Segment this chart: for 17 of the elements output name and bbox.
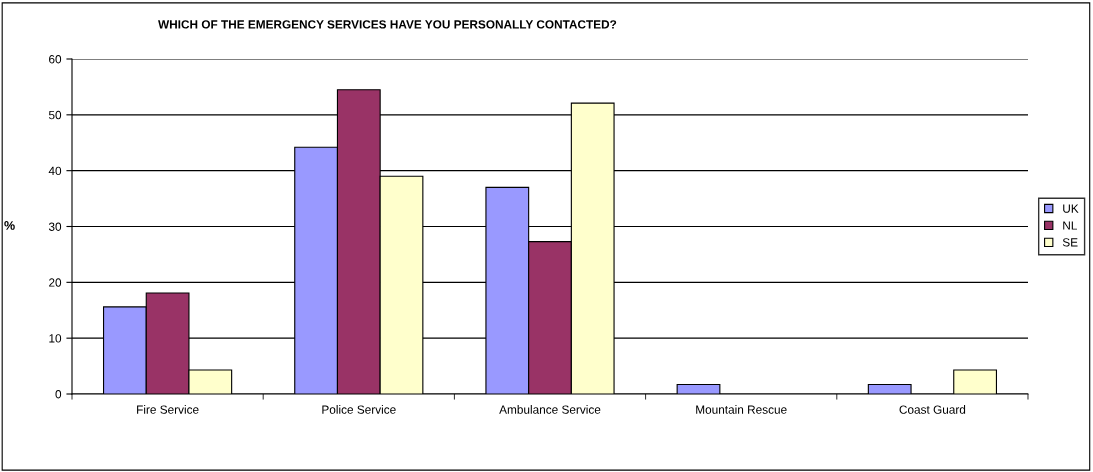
x-tick-label: Ambulance Service: [499, 405, 601, 414]
chart-title: WHICH OF THE EMERGENCY SERVICES HAVE YOU PERSONALLY CONTACTED?: [158, 20, 617, 29]
y-tick-label: 10: [49, 334, 62, 343]
y-tick-label: 0: [55, 390, 62, 399]
x-tick-label: Fire Service: [137, 405, 199, 414]
legend-label: NL: [1063, 221, 1077, 230]
y-tick-label: 40: [48, 166, 62, 176]
legend-label: UK: [1063, 204, 1079, 213]
x-tick-label: Mountain Rescue: [696, 405, 787, 414]
y-tick-label: 60: [49, 55, 62, 64]
y-axis-title: %: [4, 221, 15, 230]
x-tick-label: Police Service: [322, 405, 396, 414]
y-tick-label: 20: [49, 278, 62, 287]
x-tick-label: Coast Guard: [899, 405, 966, 414]
legend-label: SE: [1062, 238, 1078, 247]
y-tick-label: 50: [48, 110, 62, 120]
y-tick-label: 30: [48, 222, 62, 231]
